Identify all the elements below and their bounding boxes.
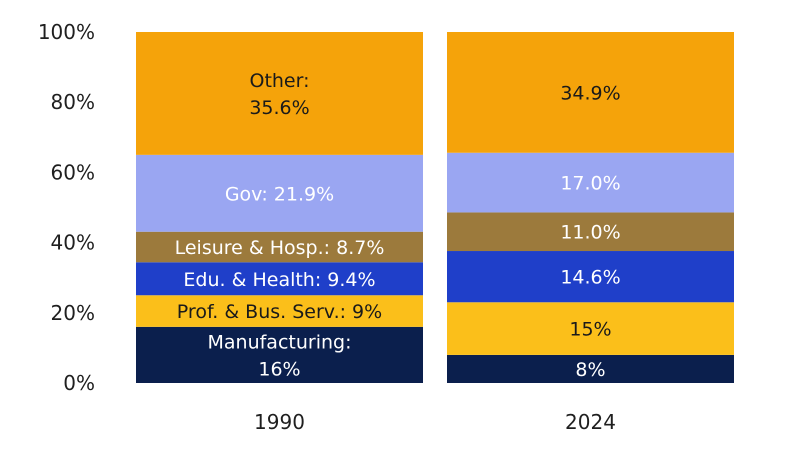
data-label: Manufacturing: — [208, 331, 352, 353]
x-tick-label: 1990 — [254, 410, 305, 434]
data-label: Other: — [249, 70, 309, 92]
bar-segment-leisure-hosp--2024 — [447, 212, 734, 252]
bar-segment-manufacturing-2024 — [447, 354, 734, 383]
data-label: 15% — [569, 319, 611, 341]
y-axis: 0% 20% 40% 60% 80% 100% — [38, 20, 95, 395]
bar-segment-other-1990 — [136, 32, 423, 155]
y-tick-label: 20% — [51, 301, 95, 325]
y-tick-label: 80% — [51, 90, 95, 114]
data-label: Edu. & Health: 9.4% — [183, 269, 375, 291]
bar-segment-other-2024 — [447, 32, 734, 153]
data-label: Leisure & Hosp.: 8.7% — [175, 237, 385, 259]
x-tick-label: 2024 — [565, 410, 616, 434]
y-tick-label: 60% — [51, 160, 95, 184]
bar-segment-gov-2024 — [447, 152, 734, 213]
data-label: 34.9% — [560, 82, 620, 104]
data-label: 11.0% — [560, 222, 620, 244]
bar-segment-gov-1990 — [136, 154, 423, 232]
data-label: 17.0% — [560, 173, 620, 195]
bars — [136, 32, 734, 383]
y-tick-label: 40% — [51, 231, 95, 255]
bar-segment-prof-bus-serv--1990 — [136, 295, 423, 327]
data-label: Gov: 21.9% — [225, 183, 334, 205]
data-label: 14.6% — [560, 267, 620, 289]
segment-labels: Manufacturing: 16% Prof. & Bus. Serv.: 9% E… — [175, 70, 621, 381]
data-label: 16% — [258, 358, 300, 380]
bar-segment-edu-health-1990 — [136, 262, 423, 296]
x-axis: 1990 2024 — [254, 410, 616, 434]
bar-segment-edu-health-2024 — [447, 251, 734, 303]
y-tick-label: 100% — [38, 20, 95, 44]
bar-segment-prof-bus-serv--2024 — [447, 302, 734, 355]
data-label: Prof. & Bus. Serv.: 9% — [177, 301, 382, 323]
data-label: 8% — [575, 359, 605, 381]
bar-segment-manufacturing-1990 — [136, 326, 423, 383]
data-label: 35.6% — [249, 97, 309, 119]
bar-segment-leisure-hosp--1990 — [136, 231, 423, 263]
y-tick-label: 0% — [63, 371, 95, 395]
